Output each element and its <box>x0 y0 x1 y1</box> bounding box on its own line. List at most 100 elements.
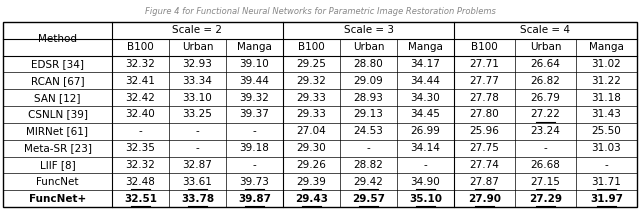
Text: 32.42: 32.42 <box>125 93 156 103</box>
Text: 27.75: 27.75 <box>470 143 499 153</box>
Text: 32.51: 32.51 <box>124 194 157 203</box>
Text: 29.43: 29.43 <box>295 194 328 203</box>
Text: 34.14: 34.14 <box>411 143 440 153</box>
Text: 32.40: 32.40 <box>125 109 156 119</box>
Text: 27.78: 27.78 <box>470 93 499 103</box>
Text: 39.44: 39.44 <box>239 76 269 86</box>
Text: Manga: Manga <box>589 42 624 52</box>
Text: B100: B100 <box>471 42 498 52</box>
Text: 33.61: 33.61 <box>182 177 212 187</box>
Text: 29.26: 29.26 <box>296 160 326 170</box>
Text: 35.10: 35.10 <box>409 194 442 203</box>
Text: 31.71: 31.71 <box>591 177 621 187</box>
Text: 34.17: 34.17 <box>411 59 440 69</box>
Text: 29.25: 29.25 <box>296 59 326 69</box>
Text: -: - <box>253 126 257 136</box>
Text: Method: Method <box>38 34 77 44</box>
Text: FuncNet: FuncNet <box>36 177 79 187</box>
Text: 32.32: 32.32 <box>125 59 156 69</box>
Text: 29.30: 29.30 <box>296 143 326 153</box>
Text: 28.82: 28.82 <box>353 160 383 170</box>
Text: 31.18: 31.18 <box>591 93 621 103</box>
Text: 23.24: 23.24 <box>531 126 561 136</box>
Text: Scale = 3: Scale = 3 <box>344 25 394 35</box>
Text: -: - <box>253 160 257 170</box>
Text: 34.44: 34.44 <box>411 76 440 86</box>
Text: 33.34: 33.34 <box>182 76 212 86</box>
Text: LIIF [8]: LIIF [8] <box>40 160 76 170</box>
Text: 27.29: 27.29 <box>529 194 562 203</box>
Text: MIRNet [61]: MIRNet [61] <box>26 126 88 136</box>
Text: 39.73: 39.73 <box>239 177 269 187</box>
Text: Urban: Urban <box>530 42 561 52</box>
Text: 39.10: 39.10 <box>239 59 269 69</box>
Text: SAN [12]: SAN [12] <box>35 93 81 103</box>
Text: 32.87: 32.87 <box>182 160 212 170</box>
Text: 31.43: 31.43 <box>591 109 621 119</box>
Text: 26.99: 26.99 <box>411 126 440 136</box>
Text: 27.71: 27.71 <box>470 59 499 69</box>
Text: Scale = 2: Scale = 2 <box>173 25 223 35</box>
Text: -: - <box>139 126 142 136</box>
Text: 29.33: 29.33 <box>296 109 326 119</box>
Text: 28.80: 28.80 <box>354 59 383 69</box>
Text: 34.45: 34.45 <box>411 109 440 119</box>
Text: 32.32: 32.32 <box>125 160 156 170</box>
Text: 32.48: 32.48 <box>125 177 156 187</box>
Text: FuncNet+: FuncNet+ <box>29 194 86 203</box>
Text: 33.78: 33.78 <box>181 194 214 203</box>
Text: 33.10: 33.10 <box>182 93 212 103</box>
Text: 26.68: 26.68 <box>531 160 561 170</box>
Text: 39.18: 39.18 <box>239 143 269 153</box>
Text: 29.57: 29.57 <box>352 194 385 203</box>
Text: 29.13: 29.13 <box>353 109 383 119</box>
Bar <box>3 22 637 207</box>
Text: B100: B100 <box>127 42 154 52</box>
Text: EDSR [34]: EDSR [34] <box>31 59 84 69</box>
Text: 31.03: 31.03 <box>591 143 621 153</box>
Text: 27.87: 27.87 <box>470 177 499 187</box>
Text: 33.25: 33.25 <box>182 109 212 119</box>
Text: CSNLN [39]: CSNLN [39] <box>28 109 88 119</box>
Text: 25.50: 25.50 <box>591 126 621 136</box>
Text: 27.15: 27.15 <box>531 177 561 187</box>
Text: -: - <box>424 160 428 170</box>
Text: Scale = 4: Scale = 4 <box>520 25 570 35</box>
Text: 29.32: 29.32 <box>296 76 326 86</box>
Text: 26.64: 26.64 <box>531 59 561 69</box>
Text: 28.93: 28.93 <box>353 93 383 103</box>
Text: 32.93: 32.93 <box>182 59 212 69</box>
Text: -: - <box>196 126 200 136</box>
Text: 27.80: 27.80 <box>470 109 499 119</box>
Text: 29.42: 29.42 <box>353 177 383 187</box>
Text: -: - <box>367 143 371 153</box>
Text: 26.82: 26.82 <box>531 76 561 86</box>
Text: 29.39: 29.39 <box>296 177 326 187</box>
Text: Figure 4 for Functional Neural Networks for Parametric Image Restoration Problem: Figure 4 for Functional Neural Networks … <box>145 7 495 16</box>
Text: Urban: Urban <box>353 42 384 52</box>
Text: 29.33: 29.33 <box>296 93 326 103</box>
Text: B100: B100 <box>298 42 325 52</box>
Text: 39.32: 39.32 <box>239 93 269 103</box>
Text: 32.41: 32.41 <box>125 76 156 86</box>
Text: 29.09: 29.09 <box>354 76 383 86</box>
Text: 32.35: 32.35 <box>125 143 156 153</box>
Text: 27.74: 27.74 <box>470 160 499 170</box>
Text: 34.90: 34.90 <box>411 177 440 187</box>
Text: 27.77: 27.77 <box>470 76 499 86</box>
Text: -: - <box>543 143 547 153</box>
Text: 27.04: 27.04 <box>296 126 326 136</box>
Text: 24.53: 24.53 <box>353 126 383 136</box>
Text: 39.87: 39.87 <box>238 194 271 203</box>
Text: Manga: Manga <box>408 42 443 52</box>
Text: 27.22: 27.22 <box>531 109 561 119</box>
Text: 39.37: 39.37 <box>239 109 269 119</box>
Text: 31.02: 31.02 <box>591 59 621 69</box>
Text: Manga: Manga <box>237 42 272 52</box>
Text: 31.22: 31.22 <box>591 76 621 86</box>
Text: 25.96: 25.96 <box>470 126 499 136</box>
Text: 27.90: 27.90 <box>468 194 501 203</box>
Text: Urban: Urban <box>182 42 213 52</box>
Text: -: - <box>605 160 609 170</box>
Text: 34.30: 34.30 <box>411 93 440 103</box>
